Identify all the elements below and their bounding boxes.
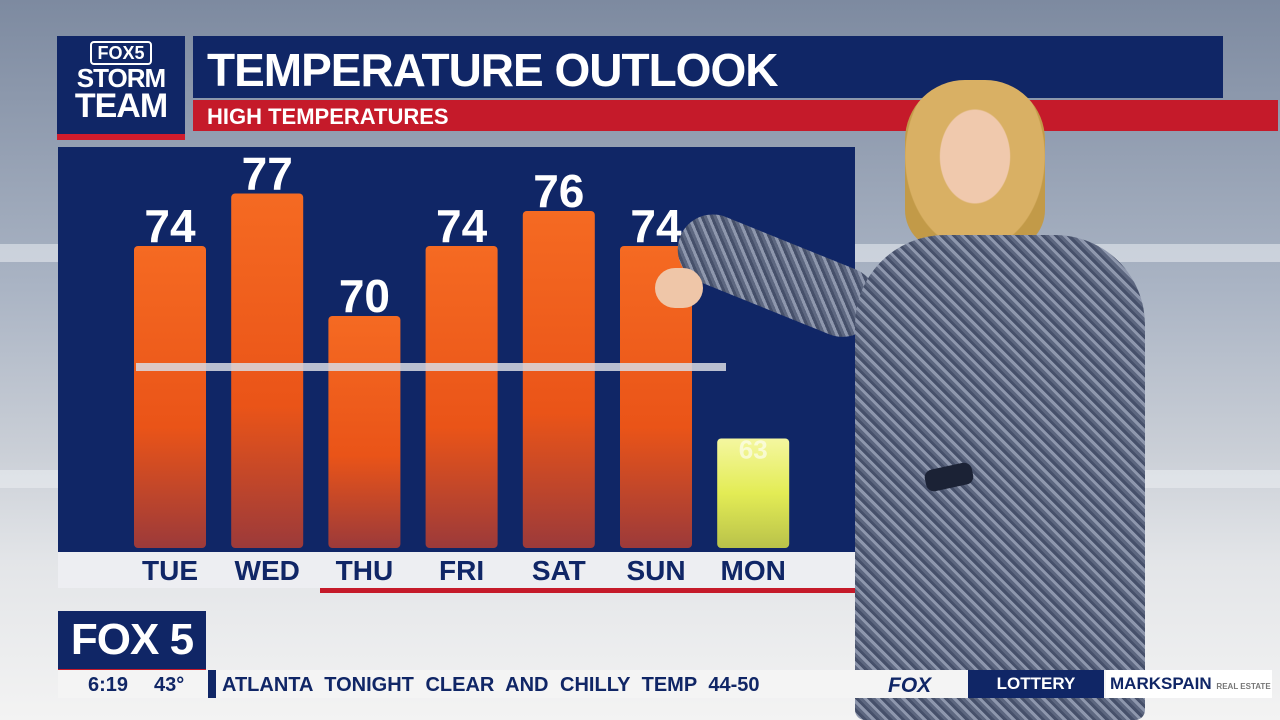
- logo-fox5: FOX5: [90, 41, 152, 65]
- value-label-wed: 77: [242, 148, 293, 200]
- day-label-fri: FRI: [439, 555, 484, 586]
- value-label-mon: 63: [739, 435, 768, 465]
- presenter-body: [855, 235, 1145, 720]
- lottery-tab: LOTTERY: [968, 670, 1104, 698]
- bar-tue: [134, 246, 206, 548]
- fox5-bug: FOX 5: [58, 611, 206, 674]
- sponsor-name: MARKSPAIN: [1110, 674, 1212, 693]
- fox-network-logo: FOX: [888, 674, 932, 697]
- day-label-tue: TUE: [142, 555, 198, 586]
- sponsor-logo: MARKSPAIN REAL ESTATE: [1106, 670, 1272, 698]
- presenter-head: [905, 80, 1045, 250]
- day-label-thu: THU: [336, 555, 394, 586]
- bar-fri: [425, 246, 498, 548]
- value-label-sun: 74: [630, 200, 682, 252]
- ticker-temp: 43°: [154, 674, 185, 696]
- day-label-strip: [58, 552, 855, 588]
- accent-line: [320, 588, 855, 593]
- day-label-mon: MON: [721, 555, 786, 586]
- bar-thu: [328, 316, 401, 548]
- bar-mon: [717, 438, 790, 548]
- ticker-separator: [208, 670, 216, 698]
- normal-line: [136, 363, 726, 371]
- subtitle-bar: HIGH TEMPERATURES: [193, 100, 1278, 131]
- value-label-sat: 76: [533, 165, 584, 217]
- value-label-fri: 74: [436, 200, 488, 252]
- presenter-hand: [655, 268, 703, 308]
- page-title: TEMPERATURE OUTLOOK: [207, 44, 778, 96]
- ticker-message: ATLANTA TONIGHT CLEAR AND CHILLY TEMP 44…: [222, 674, 760, 696]
- ticker-time: 6:19: [88, 674, 129, 696]
- value-label-tue: 74: [144, 200, 196, 252]
- value-label-thu: 70: [339, 270, 390, 322]
- day-label-wed: WED: [235, 555, 300, 586]
- bar-sat: [522, 211, 595, 548]
- logo-team: TEAM: [74, 87, 168, 125]
- page-subtitle: HIGH TEMPERATURES: [207, 104, 449, 129]
- bar-sun: [620, 246, 692, 548]
- sponsor-subtext: REAL ESTATE: [1216, 682, 1271, 691]
- day-label-sat: SAT: [532, 555, 586, 586]
- logo-storm: STORM: [76, 63, 166, 93]
- day-label-sun: SUN: [626, 555, 685, 586]
- storm-team-logo: FOX5 STORM TEAM: [57, 36, 185, 140]
- title-bar: TEMPERATURE OUTLOOK: [193, 36, 1223, 98]
